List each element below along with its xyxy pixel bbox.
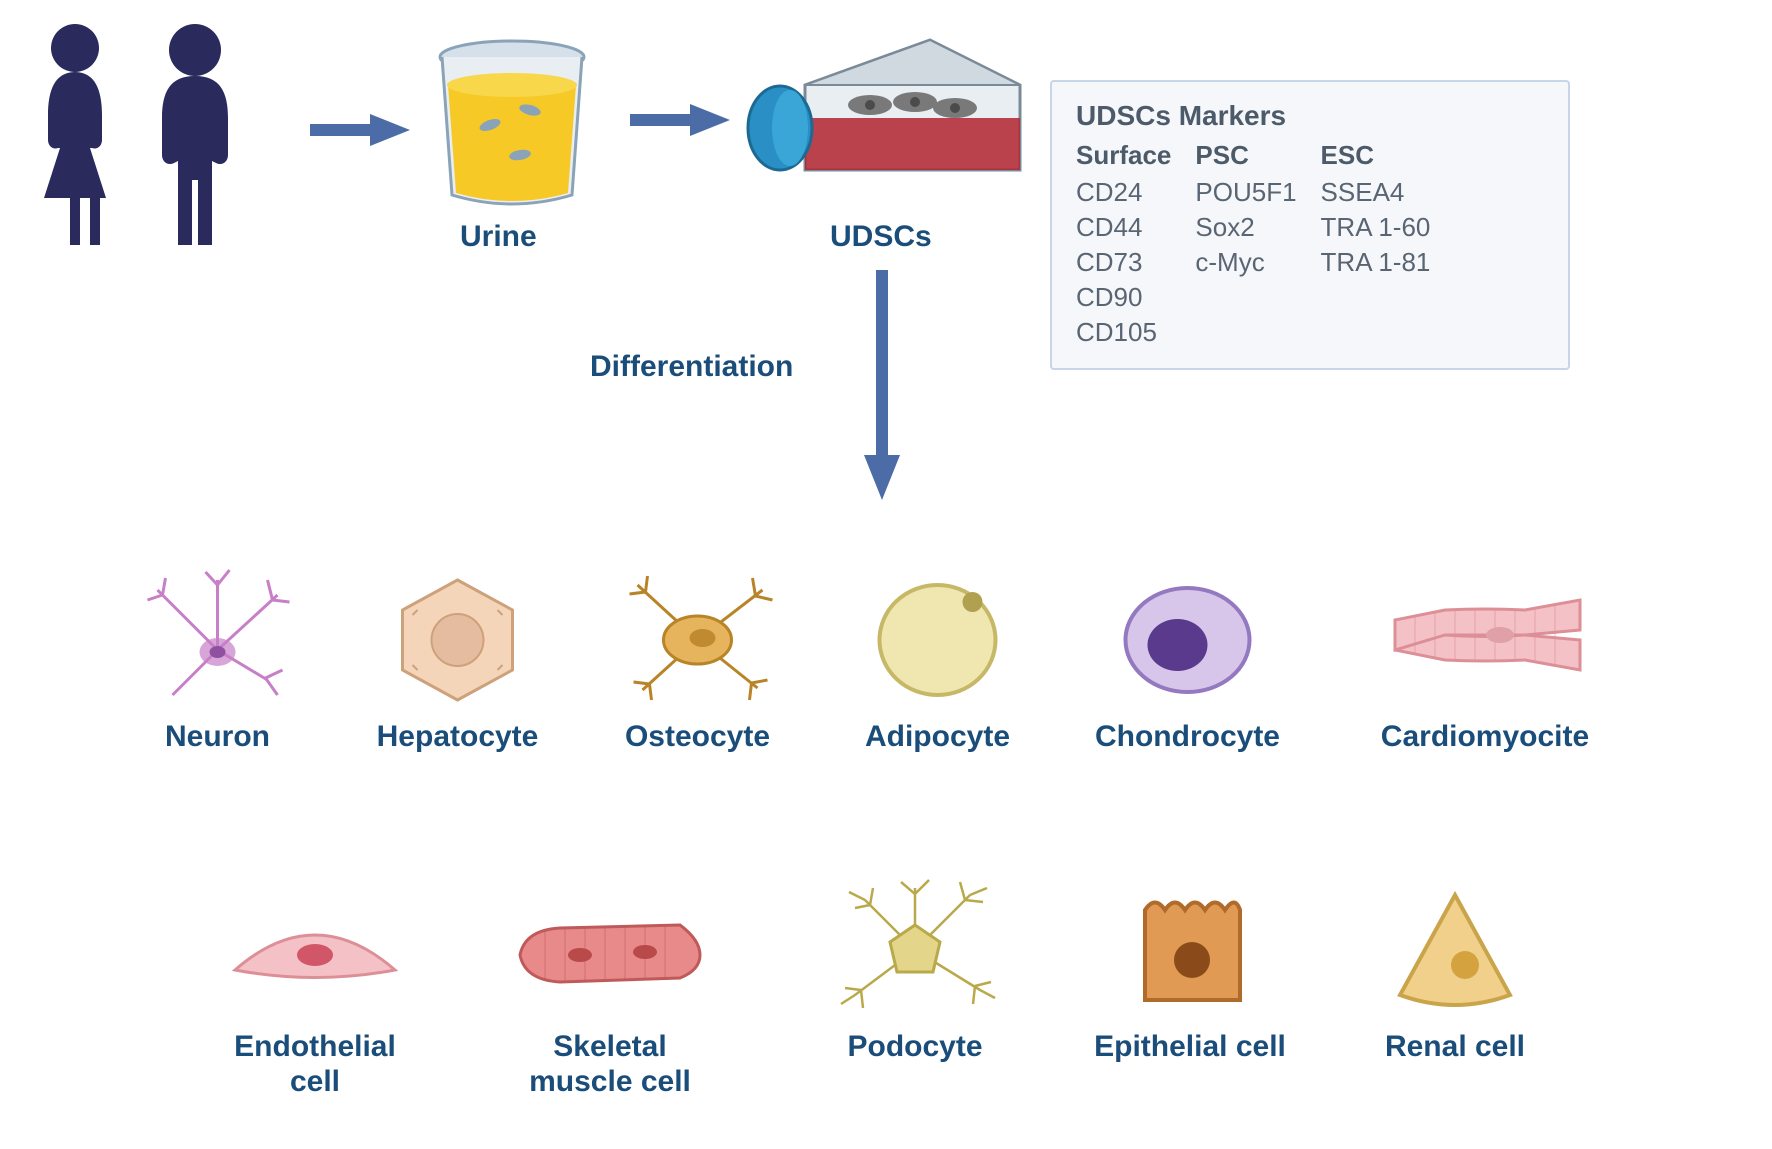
- markers-item: POU5F1: [1195, 175, 1296, 210]
- markers-item: TRA 1-81: [1321, 245, 1431, 280]
- udscs-label: UDSCs: [830, 220, 932, 254]
- osteocyte-label: Osteocyte: [585, 720, 810, 755]
- arrow-2: [630, 100, 730, 140]
- markers-box: UDSCs Markers Surface CD24CD44CD73CD90CD1…: [1050, 80, 1570, 370]
- epithelial-cell-icon: [1075, 870, 1305, 1020]
- neuron-icon: [105, 560, 330, 710]
- markers-item: CD73: [1076, 245, 1171, 280]
- markers-item: TRA 1-60: [1321, 210, 1431, 245]
- urine-cup-icon: [430, 35, 595, 210]
- skeletal-muscle-cell-icon: [470, 870, 750, 1020]
- chondrocyte-icon: [1075, 560, 1300, 710]
- arrow-1: [310, 110, 410, 150]
- markers-item: Sox2: [1195, 210, 1296, 245]
- skeletal-muscle-cell-label: Skeletal muscle cell: [470, 1030, 750, 1099]
- neuron-label: Neuron: [105, 720, 330, 755]
- differentiation-label: Differentiation: [590, 350, 793, 384]
- cardiomyocite-icon: [1355, 560, 1615, 710]
- markers-item: CD90: [1076, 280, 1171, 315]
- markers-item: CD24: [1076, 175, 1171, 210]
- adipocyte-icon: [825, 560, 1050, 710]
- endothelial-cell-label: Endothelial cell: [200, 1030, 430, 1099]
- renal-cell-label: Renal cell: [1340, 1030, 1570, 1065]
- renal-cell-icon: [1340, 870, 1570, 1020]
- markers-item: c-Myc: [1195, 245, 1296, 280]
- endothelial-cell-icon: [200, 870, 430, 1020]
- podocyte-icon: [800, 870, 1030, 1020]
- chondrocyte-label: Chondrocyte: [1075, 720, 1300, 755]
- podocyte-label: Podocyte: [800, 1030, 1030, 1065]
- markers-col-head: PSC: [1195, 140, 1296, 171]
- markers-item: CD105: [1076, 315, 1171, 350]
- urine-label: Urine: [460, 220, 537, 254]
- markers-col-head: ESC: [1321, 140, 1431, 171]
- hepatocyte-icon: [345, 560, 570, 710]
- osteocyte-icon: [585, 560, 810, 710]
- cardiomyocite-label: Cardiomyocite: [1355, 720, 1615, 755]
- people-icon: [20, 20, 280, 250]
- epithelial-cell-label: Epithelial cell: [1075, 1030, 1305, 1065]
- markers-col-head: Surface: [1076, 140, 1171, 171]
- flask-icon: [730, 30, 1040, 200]
- markers-item: SSEA4: [1321, 175, 1431, 210]
- markers-item: CD44: [1076, 210, 1171, 245]
- hepatocyte-label: Hepatocyte: [345, 720, 570, 755]
- markers-title: UDSCs Markers: [1076, 100, 1544, 132]
- arrow-down: [862, 270, 902, 500]
- adipocyte-label: Adipocyte: [825, 720, 1050, 755]
